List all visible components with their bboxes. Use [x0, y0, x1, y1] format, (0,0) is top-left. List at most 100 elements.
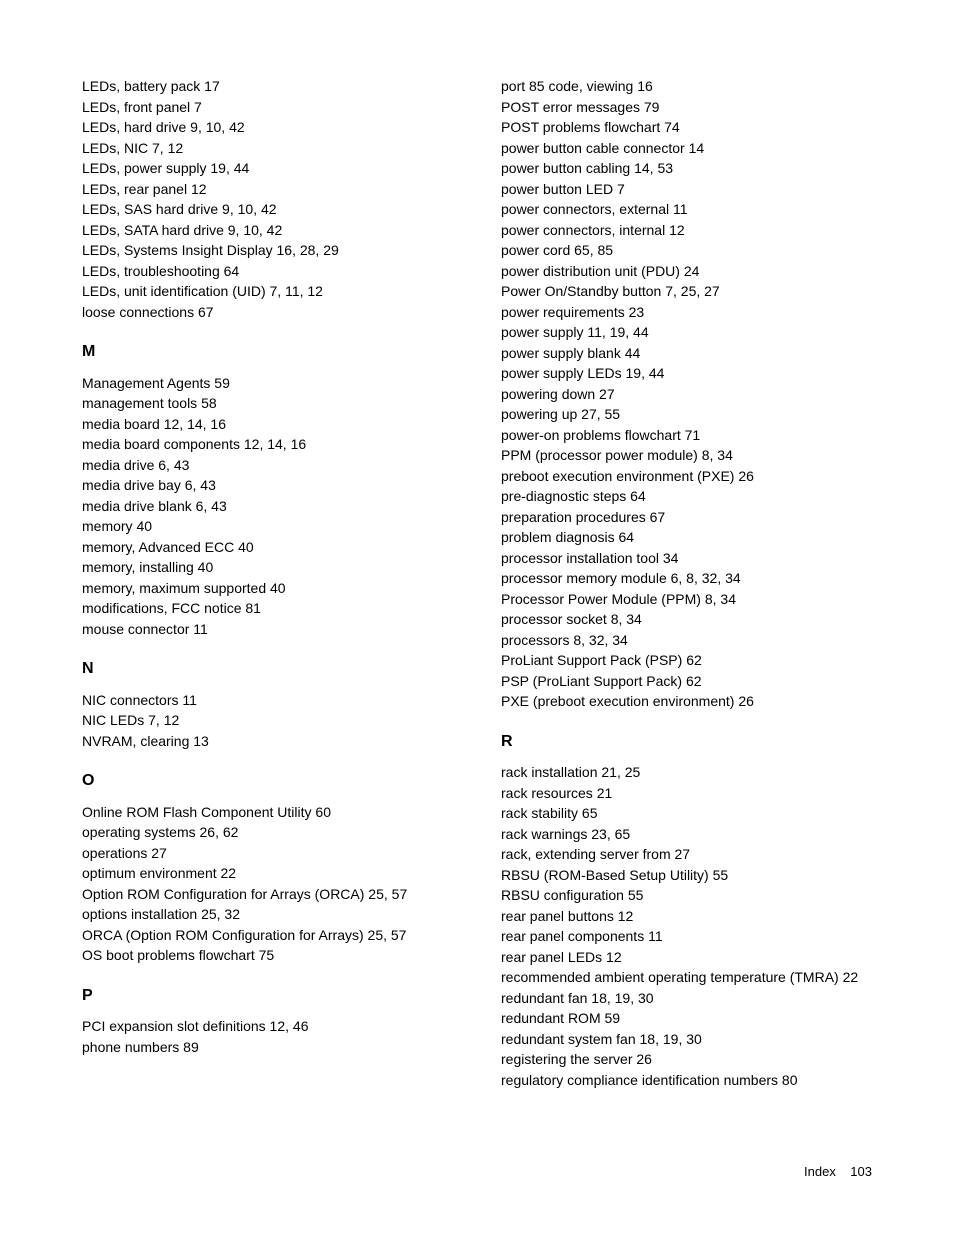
- index-entry: optimum environment 22: [82, 863, 453, 884]
- index-entry: management tools 58: [82, 393, 453, 414]
- right-column: port 85 code, viewing 16POST error messa…: [501, 76, 872, 1090]
- index-entry: PPM (processor power module) 8, 34: [501, 445, 872, 466]
- index-entry: operating systems 26, 62: [82, 822, 453, 843]
- index-entry: power button cabling 14, 53: [501, 158, 872, 179]
- index-entry: power button cable connector 14: [501, 138, 872, 159]
- index-entry: port 85 code, viewing 16: [501, 76, 872, 97]
- index-entry: ProLiant Support Pack (PSP) 62: [501, 650, 872, 671]
- index-entry: preparation procedures 67: [501, 507, 872, 528]
- index-entry: rack stability 65: [501, 803, 872, 824]
- index-entry: RBSU configuration 55: [501, 885, 872, 906]
- index-entry: rack resources 21: [501, 783, 872, 804]
- index-entry: Processor Power Module (PPM) 8, 34: [501, 589, 872, 610]
- index-entry: rack installation 21, 25: [501, 762, 872, 783]
- index-entry: powering down 27: [501, 384, 872, 405]
- index-entry: power button LED 7: [501, 179, 872, 200]
- index-entry: LEDs, power supply 19, 44: [82, 158, 453, 179]
- index-entry: LEDs, rear panel 12: [82, 179, 453, 200]
- index-entry: registering the server 26: [501, 1049, 872, 1070]
- index-entry: redundant system fan 18, 19, 30: [501, 1029, 872, 1050]
- index-entry: PXE (preboot execution environment) 26: [501, 691, 872, 712]
- index-entry: LEDs, unit identification (UID) 7, 11, 1…: [82, 281, 453, 302]
- index-entry: media drive 6, 43: [82, 455, 453, 476]
- footer-page: 103: [850, 1164, 872, 1179]
- index-entry: Online ROM Flash Component Utility 60: [82, 802, 453, 823]
- index-entry: pre-diagnostic steps 64: [501, 486, 872, 507]
- index-entry: rear panel LEDs 12: [501, 947, 872, 968]
- index-entry: LEDs, front panel 7: [82, 97, 453, 118]
- index-entry: rack warnings 23, 65: [501, 824, 872, 845]
- index-entry: PCI expansion slot definitions 12, 46: [82, 1016, 453, 1037]
- index-entry: LEDs, SATA hard drive 9, 10, 42: [82, 220, 453, 241]
- heading-n: N: [82, 659, 453, 680]
- index-entry: LEDs, hard drive 9, 10, 42: [82, 117, 453, 138]
- index-entry: power distribution unit (PDU) 24: [501, 261, 872, 282]
- left-column: LEDs, battery pack 17LEDs, front panel 7…: [82, 76, 453, 1090]
- index-entry: rack, extending server from 27: [501, 844, 872, 865]
- group-r: rack installation 21, 25rack resources 2…: [501, 762, 872, 1090]
- index-entry: phone numbers 89: [82, 1037, 453, 1058]
- index-columns: LEDs, battery pack 17LEDs, front panel 7…: [82, 76, 872, 1090]
- index-entry: POST problems flowchart 74: [501, 117, 872, 138]
- index-entry: redundant ROM 59: [501, 1008, 872, 1029]
- index-entry: media board 12, 14, 16: [82, 414, 453, 435]
- index-entry: power supply 11, 19, 44: [501, 322, 872, 343]
- index-entry: preboot execution environment (PXE) 26: [501, 466, 872, 487]
- index-entry: problem diagnosis 64: [501, 527, 872, 548]
- index-entry: OS boot problems flowchart 75: [82, 945, 453, 966]
- index-entry: power connectors, internal 12: [501, 220, 872, 241]
- index-entry: LEDs, SAS hard drive 9, 10, 42: [82, 199, 453, 220]
- heading-m: M: [82, 342, 453, 363]
- index-entry: modifications, FCC notice 81: [82, 598, 453, 619]
- index-entry: processor socket 8, 34: [501, 609, 872, 630]
- group-o: Online ROM Flash Component Utility 60ope…: [82, 802, 453, 966]
- index-entry: media board components 12, 14, 16: [82, 434, 453, 455]
- group-n: NIC connectors 11NIC LEDs 7, 12NVRAM, cl…: [82, 690, 453, 752]
- index-entry: processor memory module 6, 8, 32, 34: [501, 568, 872, 589]
- index-entry: power cord 65, 85: [501, 240, 872, 261]
- index-entry: power-on problems flowchart 71: [501, 425, 872, 446]
- index-entry: loose connections 67: [82, 302, 453, 323]
- index-entry: redundant fan 18, 19, 30: [501, 988, 872, 1009]
- index-entry: NIC connectors 11: [82, 690, 453, 711]
- index-entry: rear panel components 11: [501, 926, 872, 947]
- index-entry: options installation 25, 32: [82, 904, 453, 925]
- index-entry: operations 27: [82, 843, 453, 864]
- index-entry: RBSU (ROM-Based Setup Utility) 55: [501, 865, 872, 886]
- index-entry: processor installation tool 34: [501, 548, 872, 569]
- index-entry: powering up 27, 55: [501, 404, 872, 425]
- group-p: PCI expansion slot definitions 12, 46pho…: [82, 1016, 453, 1057]
- index-entry: NIC LEDs 7, 12: [82, 710, 453, 731]
- index-entry: power requirements 23: [501, 302, 872, 323]
- index-entry: ORCA (Option ROM Configuration for Array…: [82, 925, 453, 946]
- index-entry: mouse connector 11: [82, 619, 453, 640]
- index-entry: Power On/Standby button 7, 25, 27: [501, 281, 872, 302]
- index-entry: memory, Advanced ECC 40: [82, 537, 453, 558]
- heading-o: O: [82, 771, 453, 792]
- index-entry: LEDs, Systems Insight Display 16, 28, 29: [82, 240, 453, 261]
- group-l-continued: LEDs, battery pack 17LEDs, front panel 7…: [82, 76, 453, 322]
- index-entry: POST error messages 79: [501, 97, 872, 118]
- index-entry: regulatory compliance identification num…: [501, 1070, 872, 1091]
- index-entry: memory, maximum supported 40: [82, 578, 453, 599]
- index-entry: processors 8, 32, 34: [501, 630, 872, 651]
- index-entry: memory 40: [82, 516, 453, 537]
- index-entry: recommended ambient operating temperatur…: [501, 967, 872, 988]
- index-entry: power supply LEDs 19, 44: [501, 363, 872, 384]
- index-entry: memory, installing 40: [82, 557, 453, 578]
- group-m: Management Agents 59management tools 58m…: [82, 373, 453, 640]
- group-p-continued: port 85 code, viewing 16POST error messa…: [501, 76, 872, 712]
- index-entry: power connectors, external 11: [501, 199, 872, 220]
- heading-r: R: [501, 732, 872, 753]
- index-entry: LEDs, troubleshooting 64: [82, 261, 453, 282]
- index-entry: LEDs, NIC 7, 12: [82, 138, 453, 159]
- index-entry: rear panel buttons 12: [501, 906, 872, 927]
- index-entry: NVRAM, clearing 13: [82, 731, 453, 752]
- page-footer: Index 103: [804, 1164, 872, 1179]
- index-entry: power supply blank 44: [501, 343, 872, 364]
- index-entry: Management Agents 59: [82, 373, 453, 394]
- index-entry: PSP (ProLiant Support Pack) 62: [501, 671, 872, 692]
- index-entry: media drive blank 6, 43: [82, 496, 453, 517]
- footer-label: Index: [804, 1164, 836, 1179]
- index-entry: LEDs, battery pack 17: [82, 76, 453, 97]
